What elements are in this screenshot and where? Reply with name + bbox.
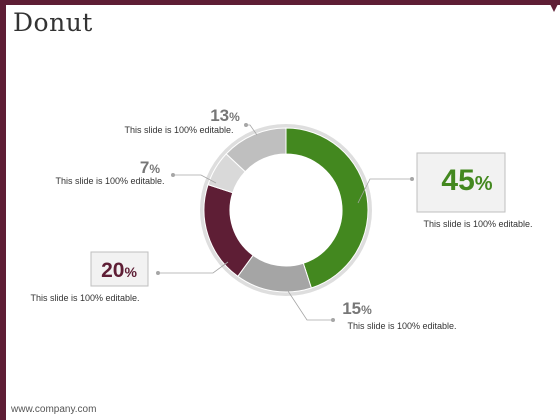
slide-corner-notch (548, 0, 560, 12)
percent-label-13: 13% (210, 106, 240, 125)
percent-label-20: 20% (101, 259, 137, 282)
leader-line-15 (285, 287, 332, 321)
caption-45: This slide is 100% editable. (423, 219, 532, 229)
slide-frame-top (0, 0, 560, 5)
percent-label-7: 7% (140, 158, 160, 177)
leader-dot-45 (410, 177, 414, 181)
leader-dot-20 (156, 271, 160, 275)
slide-frame-left (0, 0, 6, 420)
caption-20: This slide is 100% editable. (30, 293, 139, 303)
leader-dot-7 (171, 173, 175, 177)
slide-title: Donut (13, 8, 93, 37)
leader-dot-15 (331, 318, 335, 322)
footer-url: www.company.com (11, 404, 97, 415)
donut-hole (230, 154, 342, 266)
leader-line-45 (357, 178, 410, 204)
leader-dot-13 (244, 123, 248, 127)
label-box-20 (90, 251, 149, 287)
percent-label-45: 45% (441, 164, 492, 197)
label-box-45 (416, 152, 506, 213)
caption-13: This slide is 100% editable. (124, 125, 233, 135)
leader-line-20 (160, 261, 229, 274)
leader-line-7 (175, 174, 217, 184)
caption-7: This slide is 100% editable. (55, 176, 164, 186)
percent-label-15: 15% (342, 299, 372, 318)
caption-15: This slide is 100% editable. (347, 321, 456, 331)
